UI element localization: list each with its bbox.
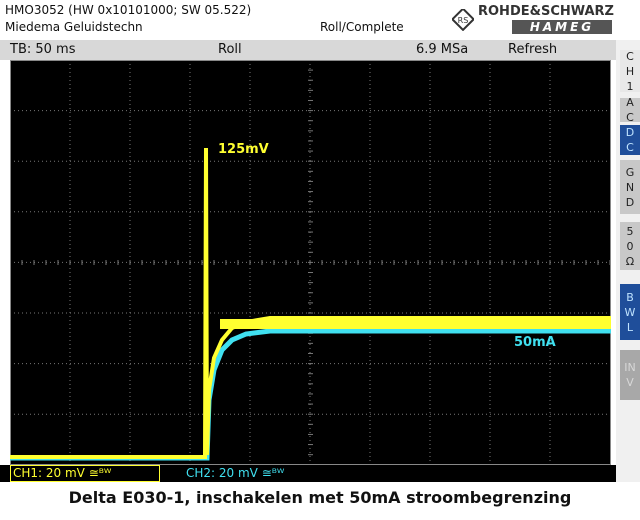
logo-sub: HAMEG xyxy=(512,20,612,34)
button-label: AC xyxy=(626,96,634,124)
button-label: BWL xyxy=(624,290,636,334)
timebase: TB: 50 ms xyxy=(10,42,76,57)
caption: Delta E030-1, inschakelen met 50mA stroo… xyxy=(68,488,572,507)
owner: Miedema Geluidstechn xyxy=(5,20,143,34)
acq-mode: Roll xyxy=(218,42,242,57)
status-bar xyxy=(0,40,616,60)
ch1-setting[interactable]: CH1: 20 mV ≅ᴮᵂ xyxy=(10,465,160,482)
logo-text: ROHDE&SCHWARZ xyxy=(478,4,614,19)
sample-rate: 6.9 MSa xyxy=(416,42,469,57)
button-label: GND xyxy=(625,165,635,209)
inv-button[interactable]: INV xyxy=(620,350,640,400)
graticule xyxy=(10,60,611,465)
dc-button[interactable]: DC xyxy=(620,125,640,155)
logo: RS ROHDE&SCHWARZ HAMEG xyxy=(452,2,638,38)
svg-text:RS: RS xyxy=(458,16,469,25)
button-label: INV xyxy=(624,361,636,389)
mode: Roll/Complete xyxy=(320,20,404,34)
instrument-id: HMO3052 (HW 0x10101000; SW 05.522) xyxy=(5,3,252,17)
refresh: Refresh xyxy=(508,42,558,57)
logo-icon: RS xyxy=(452,9,474,31)
ac-button[interactable]: AC xyxy=(620,96,640,124)
bwl-button[interactable]: BWL xyxy=(620,284,640,340)
button-label: 50 Ω xyxy=(625,224,635,268)
annotation-ch2: 50mA xyxy=(514,335,556,350)
button-label: CH1 xyxy=(625,49,635,93)
button-label: DC xyxy=(625,126,635,154)
annotation-ch1: 125mV xyxy=(218,142,269,157)
gnd-button[interactable]: GND xyxy=(620,160,640,214)
ohm-button[interactable]: 50 Ω xyxy=(620,222,640,270)
ch2-setting[interactable]: CH2: 20 mV ≅ᴮᵂ xyxy=(186,466,285,480)
channel-label: CH1 xyxy=(620,49,640,93)
